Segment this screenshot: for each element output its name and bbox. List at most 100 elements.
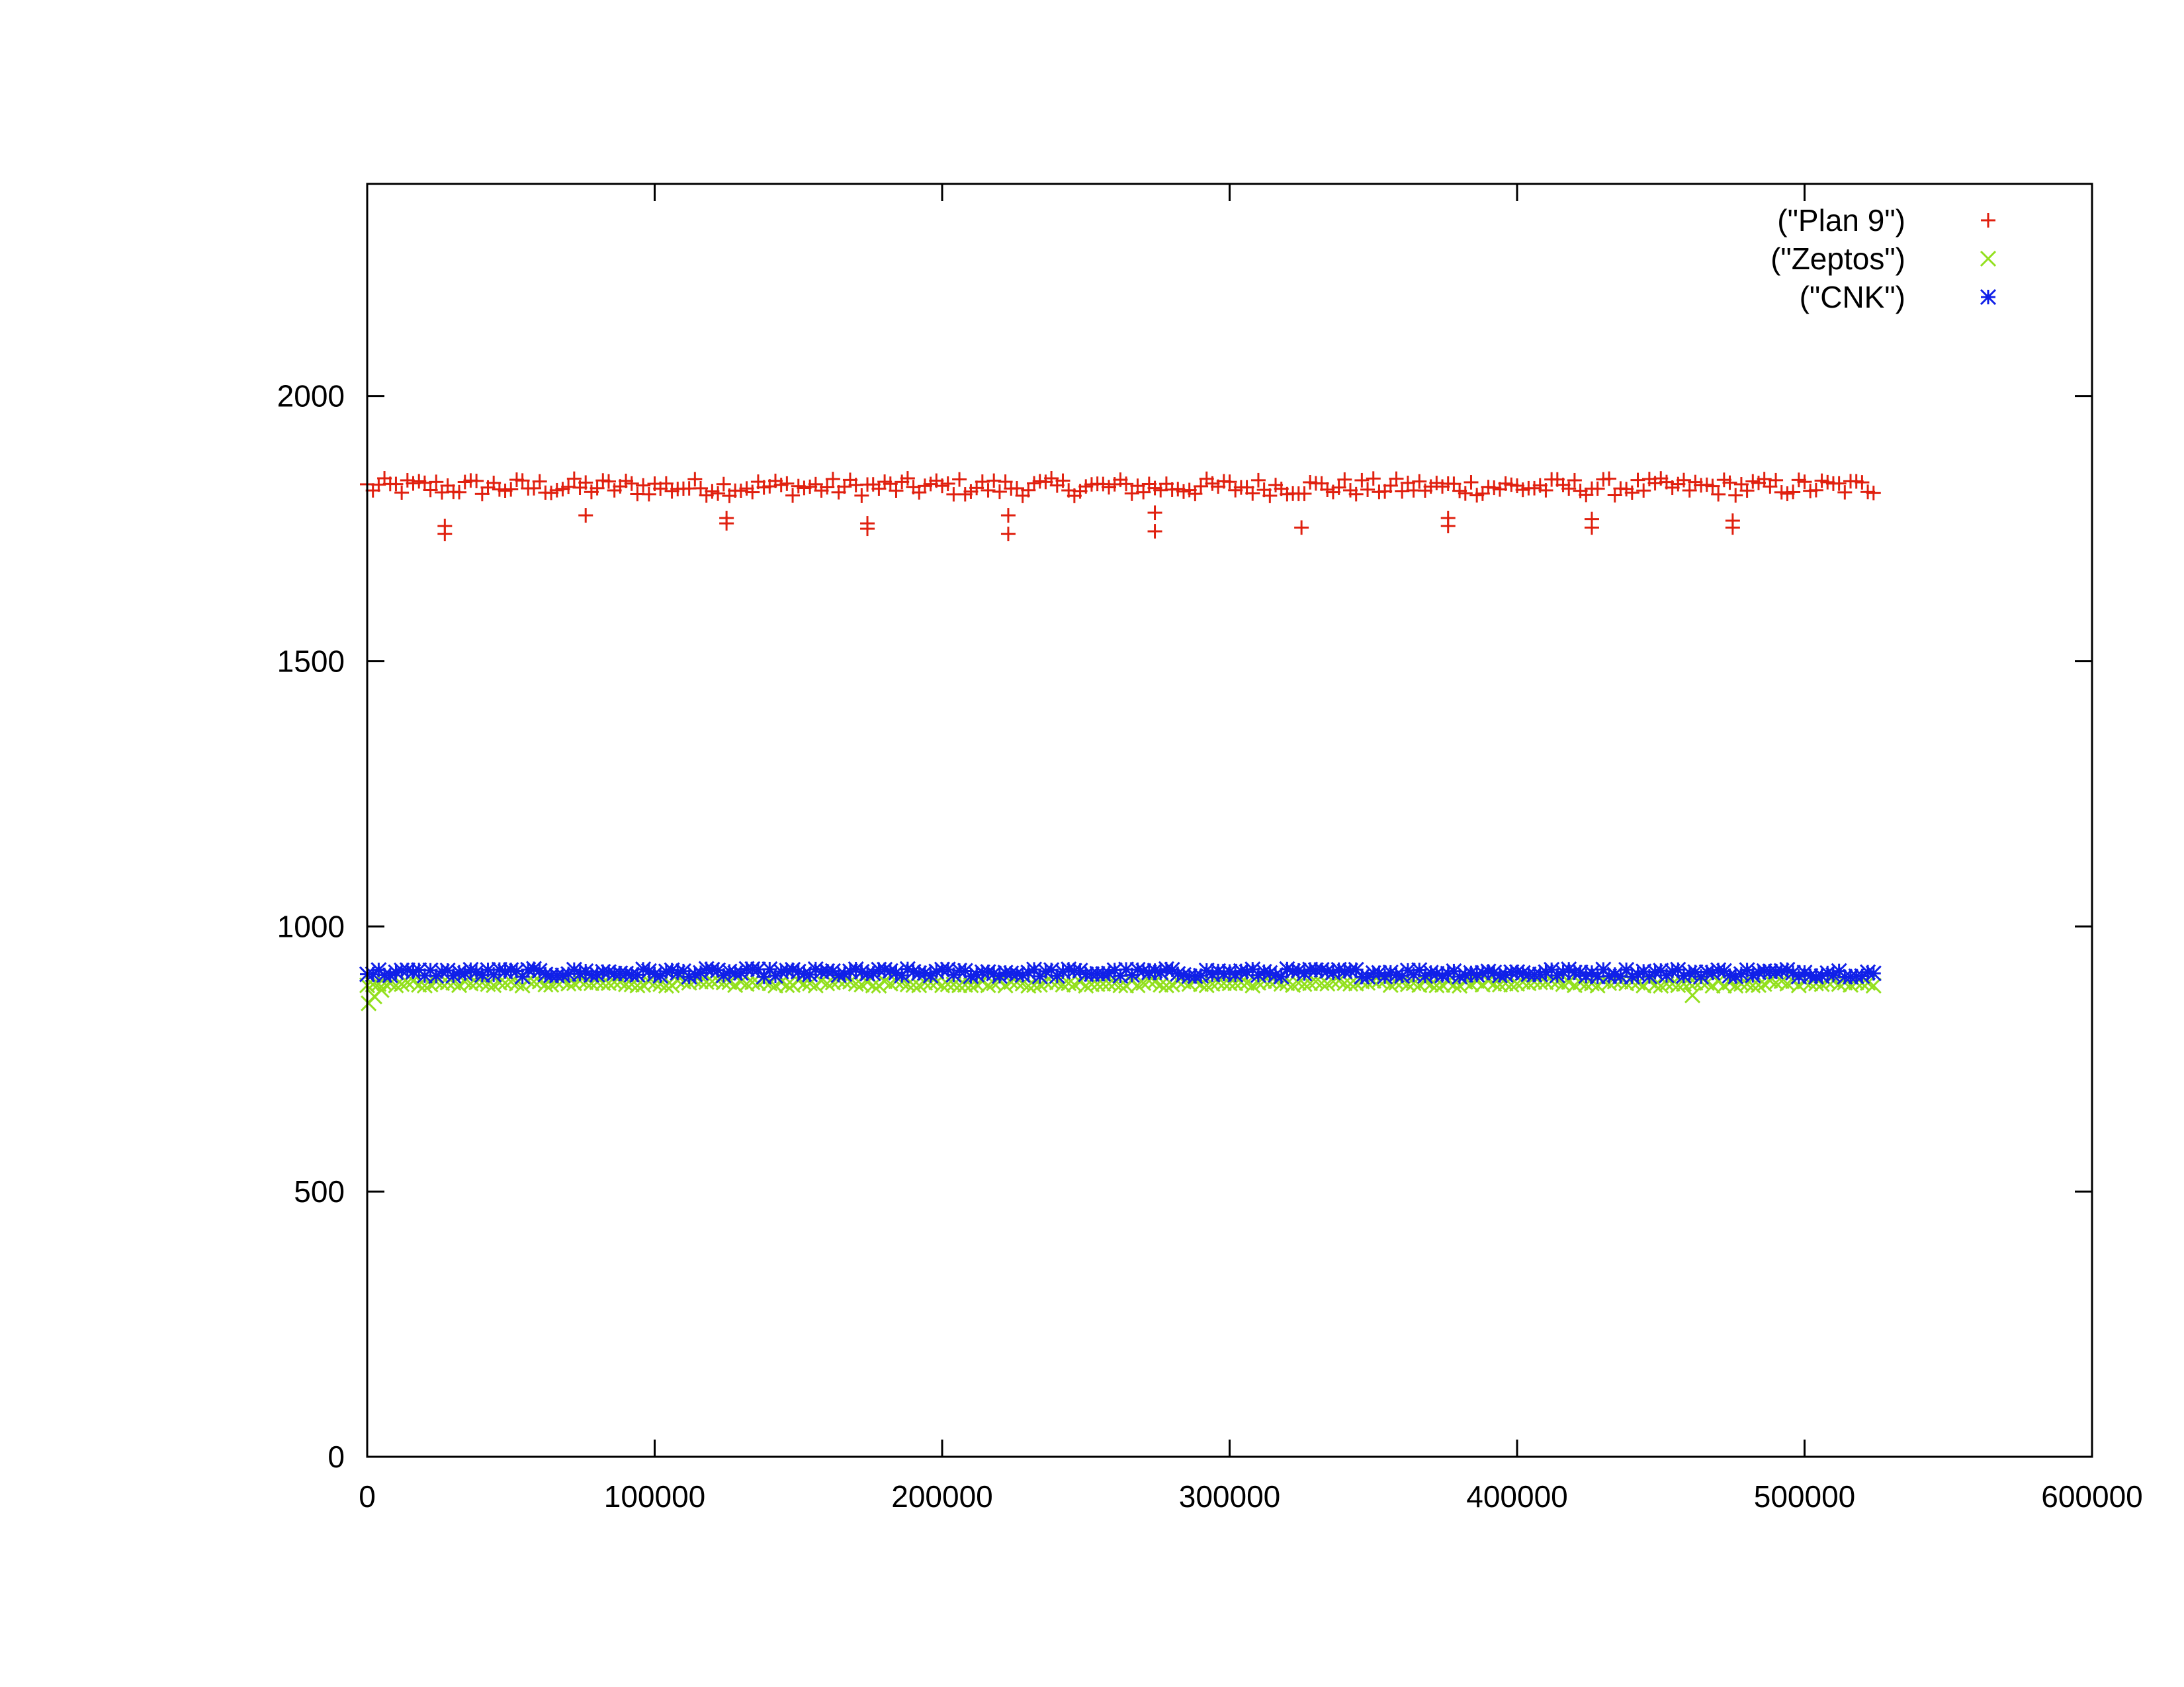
data-point	[1124, 486, 1139, 501]
data-point-outlier	[1684, 987, 1701, 1004]
data-point	[503, 482, 519, 497]
legend-marker	[1981, 213, 1995, 228]
data-point	[981, 483, 996, 498]
data-point	[452, 484, 467, 499]
data-point	[1636, 483, 1651, 498]
data-point	[1769, 472, 1784, 488]
data-point	[711, 486, 726, 501]
data-point	[1366, 471, 1381, 486]
data-point	[1262, 488, 1278, 503]
data-point	[889, 483, 904, 498]
data-point	[1463, 475, 1479, 490]
plot-area	[359, 470, 1882, 1012]
data-point	[1389, 471, 1404, 486]
data-point	[1194, 479, 1209, 494]
data-point	[779, 476, 795, 491]
data-point	[636, 478, 651, 493]
data-point	[1865, 977, 1882, 994]
data-point	[1866, 486, 1881, 501]
data-point-outlier	[1294, 520, 1309, 535]
data-point	[745, 484, 760, 499]
data-point	[601, 474, 616, 489]
legend-label: ("CNK")	[1800, 280, 1905, 314]
data-point	[1412, 474, 1427, 489]
ticks-layer: 0 100000 200000 300000 400000 500000 600000 0 50…	[277, 184, 2143, 1514]
x-tick-label: 200000	[891, 1479, 993, 1514]
data-point	[1705, 478, 1720, 494]
data-point	[1602, 471, 1617, 486]
data-point-outlier	[437, 519, 453, 534]
data-point	[687, 472, 703, 487]
series-0	[360, 470, 1881, 542]
data-point	[1245, 486, 1260, 501]
data-point	[1590, 481, 1605, 496]
data-point	[1855, 475, 1870, 490]
data-point-outlier	[1000, 508, 1016, 523]
data-point	[532, 474, 547, 489]
data-point-outlier	[1440, 511, 1456, 526]
data-point	[1348, 486, 1364, 501]
data-point	[1682, 483, 1697, 498]
data-point	[469, 474, 484, 489]
data-point	[578, 475, 593, 490]
data-point	[1757, 472, 1772, 487]
data-point	[1188, 486, 1203, 501]
legend-marker	[1980, 250, 1997, 267]
x-tick-label: 0	[359, 1479, 376, 1514]
legend: ("Plan 9")("Zeptos") ("CNK")	[1770, 203, 1997, 314]
data-point	[1831, 476, 1847, 491]
data-point-outlier	[1725, 513, 1740, 529]
data-point	[1331, 480, 1346, 495]
data-point	[394, 485, 410, 500]
data-point	[388, 476, 404, 492]
data-point	[1567, 472, 1582, 488]
data-point	[1222, 474, 1237, 490]
data-point	[515, 473, 530, 488]
data-point	[1136, 484, 1151, 499]
data-point-outlier	[1584, 511, 1599, 527]
data-point	[1337, 472, 1352, 487]
data-point	[1250, 472, 1266, 488]
data-point	[1865, 965, 1882, 982]
data-point	[1400, 476, 1415, 491]
data-point-outlier	[373, 982, 390, 998]
data-point	[1561, 481, 1577, 496]
data-point-outlier	[860, 516, 875, 531]
data-point	[641, 486, 656, 501]
data-point	[590, 480, 605, 496]
data-point	[624, 476, 639, 491]
data-point	[940, 476, 955, 492]
data-point	[779, 977, 795, 994]
data-point	[1009, 480, 1024, 496]
data-point	[825, 472, 840, 487]
data-point	[900, 471, 915, 486]
x-tick-label: 300000	[1179, 1479, 1281, 1514]
data-point	[1538, 483, 1553, 498]
data-point	[1786, 484, 1801, 499]
legend-marker	[1980, 288, 1997, 306]
data-point	[785, 488, 801, 503]
data-point-outlier	[578, 508, 593, 523]
data-point	[952, 472, 967, 487]
x-tick-label: 500000	[1754, 1479, 1856, 1514]
data-point	[423, 482, 438, 497]
data-point	[716, 476, 731, 492]
data-point	[429, 474, 444, 490]
data-point-outlier	[1000, 527, 1016, 542]
data-point	[1728, 488, 1743, 503]
y-tick-label: 2000	[277, 379, 345, 413]
legend-label: ("Plan 9")	[1777, 203, 1905, 238]
data-point	[1711, 487, 1726, 502]
legend-label: ("Zeptos")	[1770, 241, 1905, 276]
data-point	[1739, 483, 1755, 498]
x-tick-label: 100000	[604, 1479, 706, 1514]
data-point	[1360, 482, 1376, 497]
data-point	[1119, 476, 1134, 492]
data-point	[820, 480, 835, 495]
data-point	[1808, 482, 1823, 497]
x-tick-label: 400000	[1466, 1479, 1568, 1514]
data-point	[1354, 472, 1370, 488]
series-2	[359, 961, 1882, 985]
